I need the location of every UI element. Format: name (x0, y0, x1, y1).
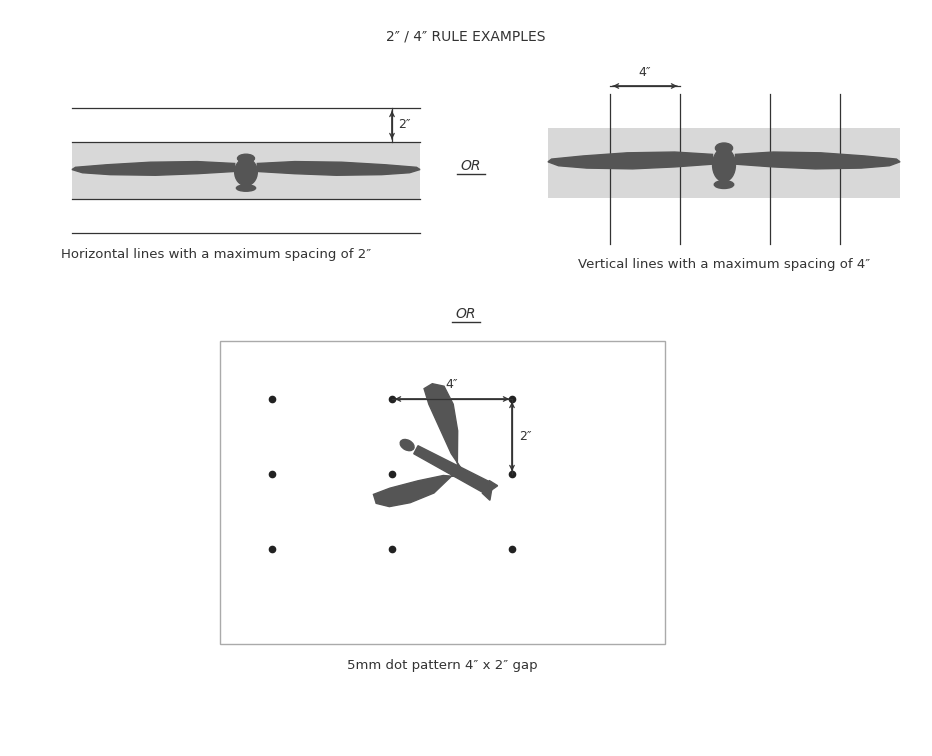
Text: OR: OR (460, 159, 481, 173)
Ellipse shape (237, 185, 255, 191)
Text: 2″: 2″ (398, 119, 410, 132)
Ellipse shape (400, 439, 414, 451)
Polygon shape (483, 481, 498, 500)
Ellipse shape (238, 154, 254, 163)
Polygon shape (257, 162, 420, 175)
Text: 2″: 2″ (519, 430, 531, 443)
Text: 2″ / 4″ RULE EXAMPLES: 2″ / 4″ RULE EXAMPLES (386, 29, 546, 43)
Text: 4″: 4″ (445, 378, 459, 391)
Polygon shape (735, 152, 900, 169)
Ellipse shape (714, 181, 733, 188)
Text: 4″: 4″ (638, 66, 651, 79)
Polygon shape (374, 475, 461, 507)
Text: Vertical lines with a maximum spacing of 4″: Vertical lines with a maximum spacing of… (578, 258, 870, 271)
Ellipse shape (235, 159, 257, 186)
Bar (548, 128, 900, 198)
Ellipse shape (713, 148, 735, 181)
Text: OR: OR (456, 307, 476, 321)
Polygon shape (72, 162, 235, 175)
Polygon shape (414, 446, 492, 494)
Ellipse shape (716, 143, 733, 153)
Bar (220, 341, 665, 644)
Text: 5mm dot pattern 4″ x 2″ gap: 5mm dot pattern 4″ x 2″ gap (348, 659, 538, 672)
Polygon shape (424, 384, 464, 472)
Bar (72, 142, 420, 199)
Polygon shape (548, 152, 713, 169)
Text: Horizontal lines with a maximum spacing of 2″: Horizontal lines with a maximum spacing … (61, 248, 371, 261)
